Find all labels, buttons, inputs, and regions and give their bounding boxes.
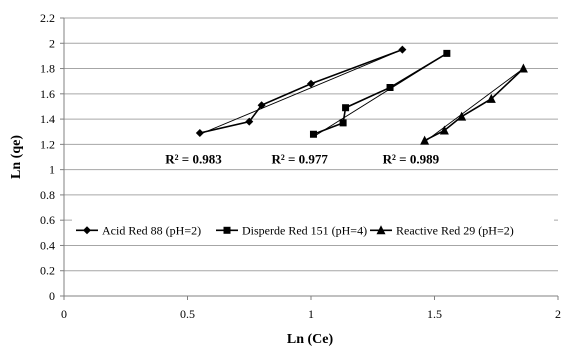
y-tick-label: 0.6: [40, 213, 55, 227]
y-axis-title: Ln (qe): [9, 135, 24, 179]
y-tick-label: 1.6: [40, 87, 55, 101]
diamond-marker: [83, 226, 91, 235]
r2-labels: R² = 0.983 R² = 0.977 R² = 0.989: [165, 151, 439, 166]
triangle-marker: [420, 135, 430, 145]
triangle-marker: [457, 111, 467, 121]
x-tick-label: 0.5: [180, 307, 195, 321]
triangle-marker: [518, 63, 528, 73]
y-tick-label: 0.8: [40, 188, 55, 202]
x-tick-label: 1.5: [427, 307, 442, 321]
square-marker: [386, 84, 394, 91]
y-tick-label: 2: [49, 36, 55, 50]
x-tick-label: 1: [308, 307, 314, 321]
triangle-marker: [486, 93, 496, 103]
diamond-marker: [195, 128, 204, 137]
series-0: [195, 45, 407, 137]
square-marker: [443, 49, 451, 57]
legend-label: Acid Red 88 (pH=2): [102, 223, 201, 237]
y-tick-label: 0: [49, 289, 55, 303]
square-marker: [223, 226, 231, 234]
diamond-marker: [245, 117, 254, 126]
square-marker: [339, 119, 347, 127]
x-tick-label: 0: [61, 307, 67, 321]
tick-labels: 0 0.2 0.4 0.6 0.8 1 1.2 1.4 1.6 1.8 2 2.2 0 0.5 1 1.5 2: [40, 11, 561, 321]
x-tick-label: 2: [555, 307, 561, 321]
diamond-marker: [398, 45, 407, 54]
legend-label: Disperde Red 151 (pH=4): [242, 223, 367, 237]
axes: [60, 17, 559, 300]
trendline: [424, 68, 524, 143]
x-axis-title: Ln (Ce): [287, 332, 334, 347]
y-tick-label: 1: [49, 163, 55, 177]
y-tick-label: 0.4: [40, 238, 55, 252]
r2-label: R² = 0.989: [383, 151, 440, 166]
r2-label: R² = 0.983: [165, 151, 222, 166]
y-tick-label: 1.8: [40, 62, 55, 76]
triangle-marker: [439, 125, 449, 135]
square-marker: [342, 104, 350, 112]
y-tick-label: 1.4: [40, 112, 55, 126]
y-tick-label: 1.2: [40, 137, 55, 151]
diamond-marker: [307, 79, 315, 88]
triangle-marker: [376, 225, 386, 235]
series-2: [420, 63, 528, 145]
square-marker: [309, 130, 317, 138]
series-1: [309, 49, 451, 138]
diamond-marker: [257, 101, 266, 110]
trendline: [313, 53, 448, 138]
legend-label: Reactive Red 29 (pH=2): [396, 223, 514, 237]
legend: Acid Red 88 (pH=2) Disperde Red 151 (pH=4…: [72, 219, 554, 242]
y-tick-label: 0.2: [40, 264, 55, 278]
r2-label: R² = 0.977: [271, 151, 328, 166]
series-layer: [195, 45, 528, 145]
trendline: [199, 49, 403, 135]
legend-box: [72, 219, 554, 242]
y-tick-label: 2.2: [40, 11, 55, 25]
